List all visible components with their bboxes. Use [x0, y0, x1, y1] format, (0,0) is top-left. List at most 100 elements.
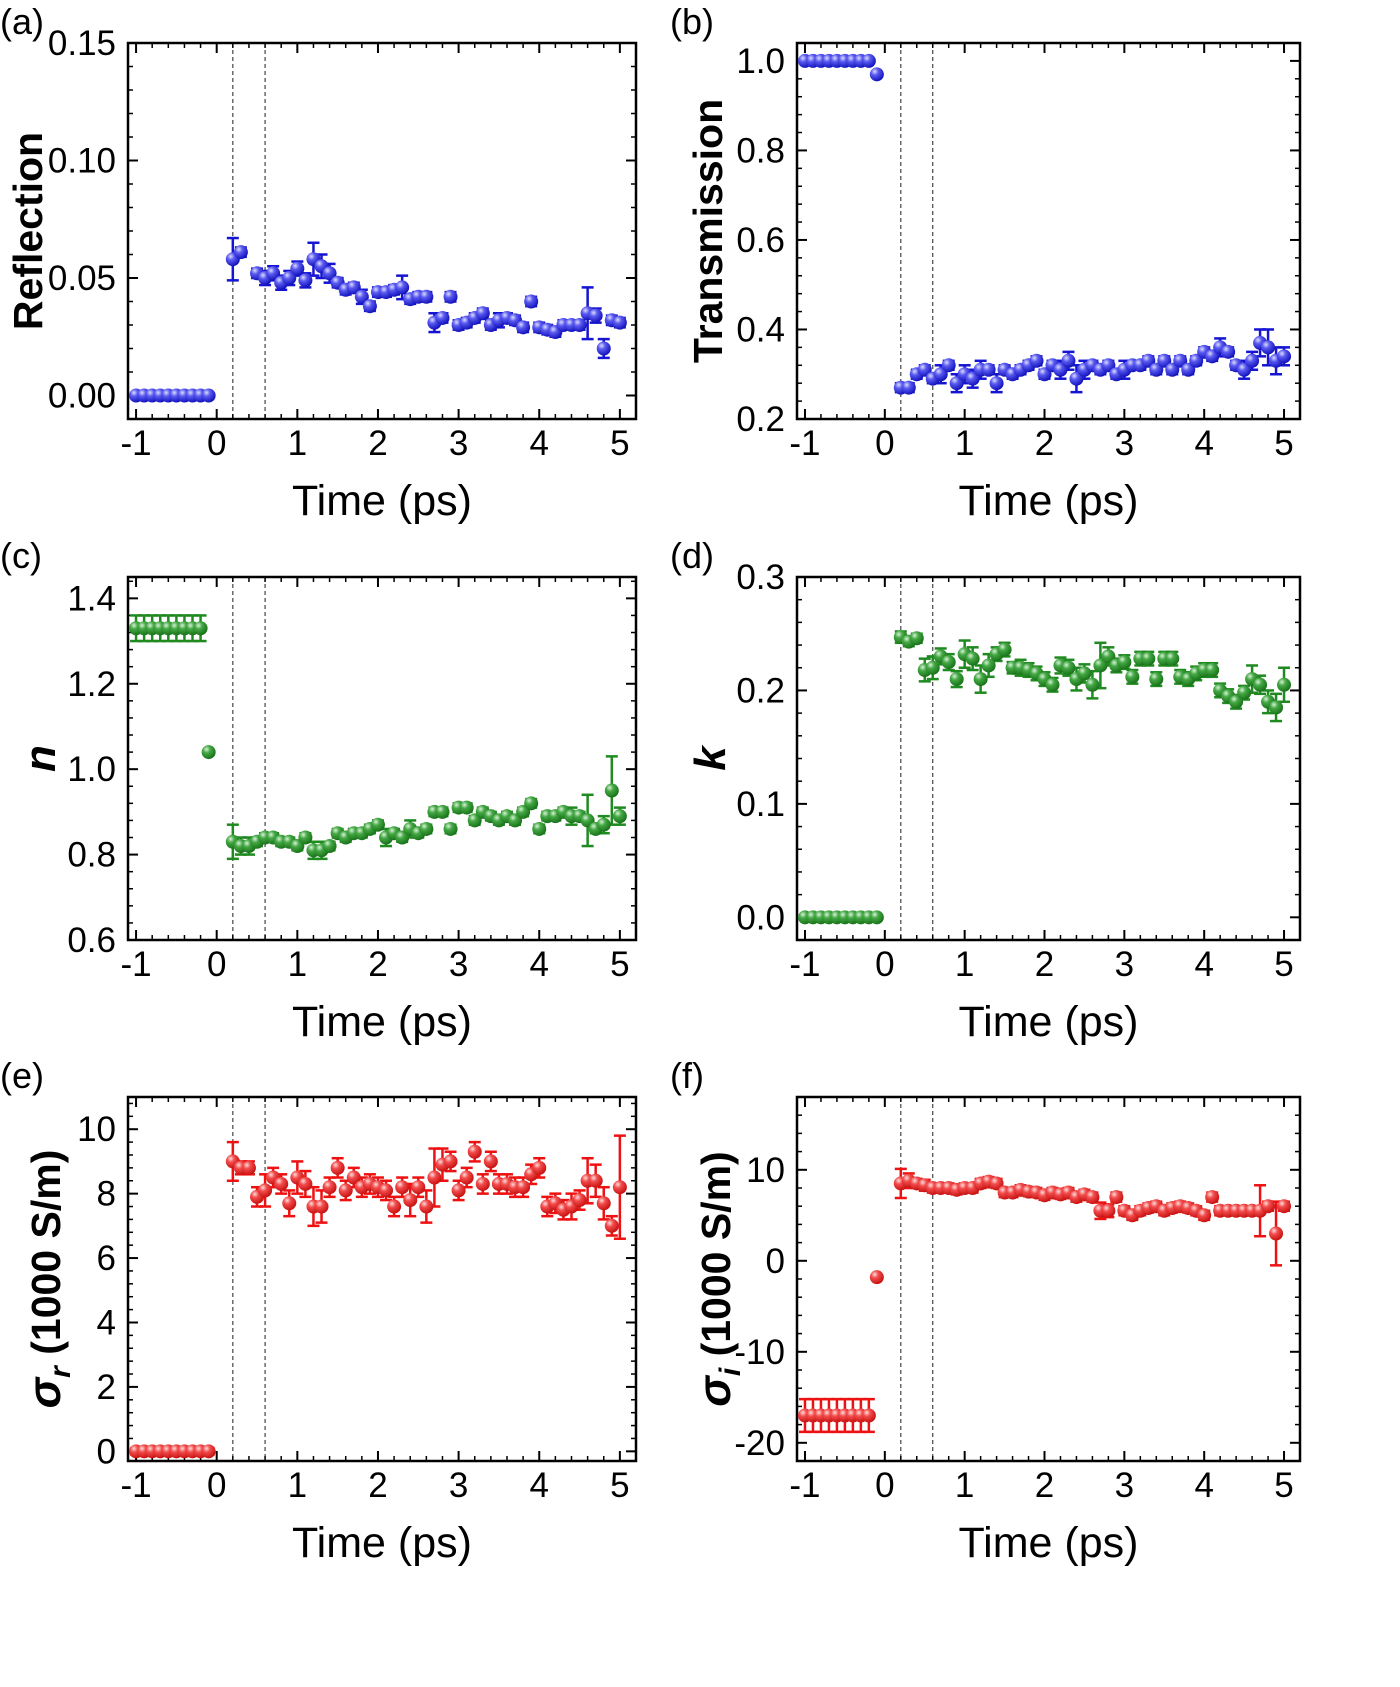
x-tick-label: 4 — [1194, 945, 1213, 984]
data-point — [572, 1193, 587, 1208]
y-tick-label: 0.6 — [67, 921, 116, 960]
data-point — [395, 280, 410, 295]
data-point — [1181, 362, 1196, 377]
data-point — [612, 1180, 627, 1195]
data-point — [290, 261, 305, 276]
panel-letter: (e) — [0, 1055, 44, 1096]
y-tick-label: 10 — [746, 1151, 785, 1190]
y-tick-label: 0.10 — [48, 142, 116, 181]
y-tick-label: 2 — [97, 1368, 116, 1407]
x-tick-label: 0 — [207, 1466, 226, 1505]
y-tick-label: 1.0 — [736, 42, 785, 81]
data-point — [524, 796, 539, 811]
y-tick-label: 0.05 — [48, 259, 116, 298]
data-point — [1037, 367, 1052, 382]
x-tick-label: 5 — [610, 424, 629, 463]
panel-letter: (c) — [0, 535, 42, 576]
x-tick-label: 3 — [449, 424, 468, 463]
data-point — [516, 320, 531, 335]
x-tick-label: 1 — [288, 945, 307, 984]
data-point — [1029, 353, 1044, 368]
x-axis-label: Time (ps) — [959, 1519, 1139, 1567]
y-tick-label: 4 — [97, 1303, 116, 1342]
data-point — [201, 1444, 216, 1459]
data-point — [475, 1176, 490, 1191]
data-point — [1237, 362, 1252, 377]
x-tick-label: 1 — [955, 424, 974, 463]
data-point — [989, 1176, 1004, 1191]
data-point — [1101, 358, 1116, 373]
data-series — [129, 1134, 627, 1459]
data-point — [532, 821, 547, 836]
data-point — [1205, 349, 1220, 364]
x-tick-label: -1 — [121, 1466, 152, 1505]
x-tick-label: 1 — [955, 945, 974, 984]
data-point — [1261, 1199, 1276, 1214]
data-point — [1205, 663, 1220, 678]
y-tick-label: 0.2 — [736, 671, 785, 710]
data-point — [973, 672, 988, 687]
y-label-unit: (1000 S/m) — [693, 1151, 739, 1368]
data-point — [443, 821, 458, 836]
data-point — [1165, 362, 1180, 377]
x-tick-label: 5 — [1274, 424, 1293, 463]
panel-letter: (b) — [670, 1, 714, 42]
data-series — [797, 630, 1292, 925]
data-point — [411, 1180, 426, 1195]
x-tick-label: 2 — [1035, 1466, 1054, 1505]
plot-frame — [126, 575, 638, 942]
data-point — [362, 299, 377, 314]
data-point — [1149, 362, 1164, 377]
x-tick-label: 5 — [610, 945, 629, 984]
data-point — [459, 1170, 474, 1185]
data-point — [1045, 677, 1060, 692]
data-series — [129, 236, 627, 403]
y-tick-label: 6 — [97, 1239, 116, 1278]
data-point — [1093, 658, 1108, 673]
data-point — [435, 804, 450, 819]
data-point — [901, 380, 916, 395]
data-point — [989, 376, 1004, 391]
data-point — [395, 1180, 410, 1195]
data-point — [1149, 672, 1164, 687]
data-point — [861, 1408, 876, 1423]
y-tick-label: 0.6 — [736, 221, 785, 260]
panel-letter: (f) — [670, 1055, 704, 1096]
data-point — [354, 289, 369, 304]
data-point — [1077, 666, 1092, 681]
y-tick-label: -10 — [734, 1333, 785, 1372]
data-point — [1061, 660, 1076, 675]
data-point — [1277, 677, 1292, 692]
x-tick-label: 2 — [368, 945, 387, 984]
data-point — [282, 271, 297, 285]
data-point — [322, 839, 337, 854]
x-tick-label: 2 — [1035, 424, 1054, 463]
data-point — [346, 1170, 361, 1185]
data-point — [1165, 651, 1180, 666]
data-point — [1221, 344, 1236, 359]
y-tick-label: 0.8 — [736, 131, 785, 170]
data-point — [1125, 669, 1140, 684]
data-point — [1157, 353, 1172, 368]
y-axis-label: Reflection — [5, 132, 51, 330]
data-point — [965, 371, 980, 386]
y-tick-label: 8 — [97, 1175, 116, 1214]
data-point — [1277, 1199, 1292, 1214]
data-point — [612, 315, 627, 330]
x-tick-label: -1 — [789, 424, 820, 463]
data-point — [981, 658, 996, 673]
data-point — [1101, 1203, 1116, 1218]
data-point — [941, 655, 956, 670]
data-point — [596, 817, 611, 832]
data-point — [869, 910, 884, 925]
panel-a: (a) -1 0 1 2 3 4 5 0.00 0.05 0.10 0.15 Time (ps) Refl… — [0, 1, 638, 525]
plot-frame — [126, 41, 638, 421]
x-tick-label: 5 — [610, 1466, 629, 1505]
data-point — [949, 376, 964, 391]
x-tick-label: -1 — [789, 945, 820, 984]
data-point — [1109, 1190, 1124, 1205]
data-point — [443, 289, 458, 304]
y-tick-label: 0.00 — [48, 377, 116, 416]
y-tick-label: 0 — [97, 1432, 116, 1471]
